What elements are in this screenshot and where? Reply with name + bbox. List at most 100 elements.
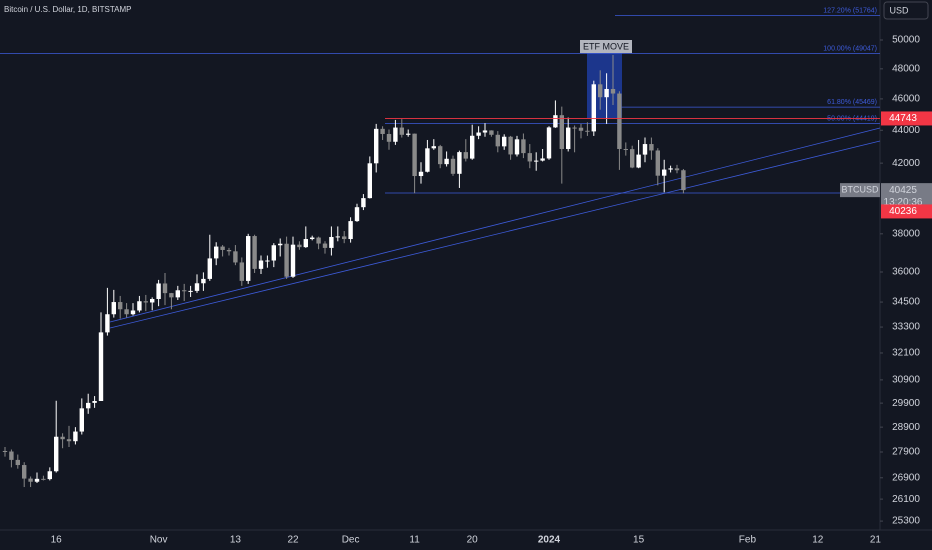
candle-body bbox=[124, 309, 129, 315]
candle-body bbox=[649, 144, 654, 151]
candle-body bbox=[118, 302, 123, 310]
candle-body bbox=[182, 290, 187, 292]
y-tick-label: 33300 bbox=[892, 322, 920, 333]
x-tick-label: Feb bbox=[739, 535, 757, 546]
candle-body bbox=[194, 283, 200, 291]
y-tick-label: 26100 bbox=[892, 494, 920, 505]
candle-body bbox=[92, 400, 97, 403]
candle-body bbox=[329, 236, 334, 248]
candle-body bbox=[60, 436, 65, 440]
candle-body bbox=[604, 88, 609, 98]
candle-body bbox=[22, 465, 27, 479]
countdown: 13:20:36 bbox=[884, 197, 923, 208]
candle-body bbox=[226, 249, 232, 252]
candle-body bbox=[162, 283, 168, 294]
fib-label: 61.80% (45469) bbox=[827, 99, 877, 106]
x-tick-label: 11 bbox=[409, 535, 420, 546]
fib-label: 50.00% (44419) bbox=[827, 115, 877, 122]
candle-body bbox=[290, 244, 296, 277]
candle-body bbox=[463, 152, 468, 159]
candle-body bbox=[156, 283, 161, 299]
candle-body bbox=[246, 236, 251, 281]
candle-body bbox=[406, 133, 411, 135]
candle-body bbox=[623, 148, 628, 150]
candle-body bbox=[201, 278, 206, 284]
candle-body bbox=[54, 436, 59, 472]
x-tick-label: 13 bbox=[230, 535, 242, 546]
candle-body bbox=[559, 115, 564, 149]
chart-title: Bitcoin / U.S. Dollar, 1D, BITSTAMP bbox=[4, 5, 131, 14]
y-tick-label: 29900 bbox=[892, 398, 920, 409]
currency-box bbox=[883, 1, 929, 20]
y-tick-label: 44000 bbox=[892, 125, 920, 136]
y-tick-label: 36000 bbox=[892, 267, 920, 278]
candle-body bbox=[361, 198, 366, 208]
candle-body bbox=[431, 146, 436, 149]
x-tick-label: 15 bbox=[633, 535, 645, 546]
candle-body bbox=[252, 236, 257, 269]
y-tick-label: 46000 bbox=[892, 94, 920, 105]
fib-label: 127.20% (51764) bbox=[823, 7, 877, 14]
candle-body bbox=[662, 169, 667, 176]
candle-body bbox=[284, 243, 289, 277]
candle-body bbox=[566, 127, 571, 149]
x-tick-label: Nov bbox=[150, 535, 168, 546]
price-label: 44743 bbox=[889, 113, 917, 124]
candle-body bbox=[546, 127, 552, 159]
candle-body bbox=[386, 133, 392, 142]
price-box bbox=[881, 111, 932, 126]
candle-body bbox=[271, 245, 276, 261]
candle-body bbox=[111, 302, 116, 315]
candle-body bbox=[553, 115, 558, 128]
candle-body bbox=[47, 471, 52, 480]
candle-body bbox=[502, 136, 507, 147]
candle-body bbox=[374, 128, 379, 164]
candle-body bbox=[41, 478, 46, 480]
candle-body bbox=[86, 402, 91, 409]
y-tick-label: 25300 bbox=[892, 516, 920, 527]
candle-body bbox=[476, 132, 481, 136]
candle-body bbox=[9, 451, 14, 460]
candle-body bbox=[610, 88, 616, 94]
candle-body bbox=[342, 236, 347, 240]
candle-body bbox=[278, 243, 283, 246]
candle-body bbox=[239, 262, 244, 281]
candle-body bbox=[348, 221, 353, 240]
candle-body bbox=[207, 258, 212, 279]
candle-body bbox=[316, 237, 321, 244]
x-tick-label: 16 bbox=[51, 535, 63, 546]
candle-body bbox=[642, 144, 648, 155]
price-box bbox=[881, 204, 932, 219]
x-tick-label: Dec bbox=[342, 535, 360, 546]
candle-body bbox=[444, 158, 449, 165]
candle-body bbox=[258, 260, 264, 269]
candle-body bbox=[214, 246, 219, 259]
candle-body bbox=[297, 244, 302, 248]
x-tick-label: 20 bbox=[467, 535, 479, 546]
y-tick-label: 48000 bbox=[892, 63, 920, 74]
y-tick-label: 38000 bbox=[892, 228, 920, 239]
candle-body bbox=[655, 150, 660, 176]
candle-body bbox=[668, 168, 673, 170]
candle-body bbox=[303, 239, 308, 248]
candle-body bbox=[335, 236, 340, 238]
candle-body bbox=[98, 332, 104, 401]
candle-body bbox=[617, 93, 622, 149]
candle-body bbox=[66, 439, 72, 442]
candle-body bbox=[674, 168, 680, 171]
candle-body bbox=[540, 158, 545, 161]
x-tick-label: 12 bbox=[812, 535, 824, 546]
candle-body bbox=[495, 134, 500, 147]
candle-body bbox=[450, 158, 456, 174]
x-tick-label: 2024 bbox=[538, 535, 561, 546]
candle-body bbox=[438, 146, 443, 165]
y-tick-label: 26900 bbox=[892, 472, 920, 483]
price-label: 40236 bbox=[889, 206, 917, 217]
candle-body bbox=[585, 130, 590, 132]
candle-body bbox=[598, 84, 603, 98]
candle-body bbox=[130, 310, 136, 315]
y-tick-label: 30900 bbox=[892, 375, 920, 386]
candle-body bbox=[534, 160, 539, 162]
